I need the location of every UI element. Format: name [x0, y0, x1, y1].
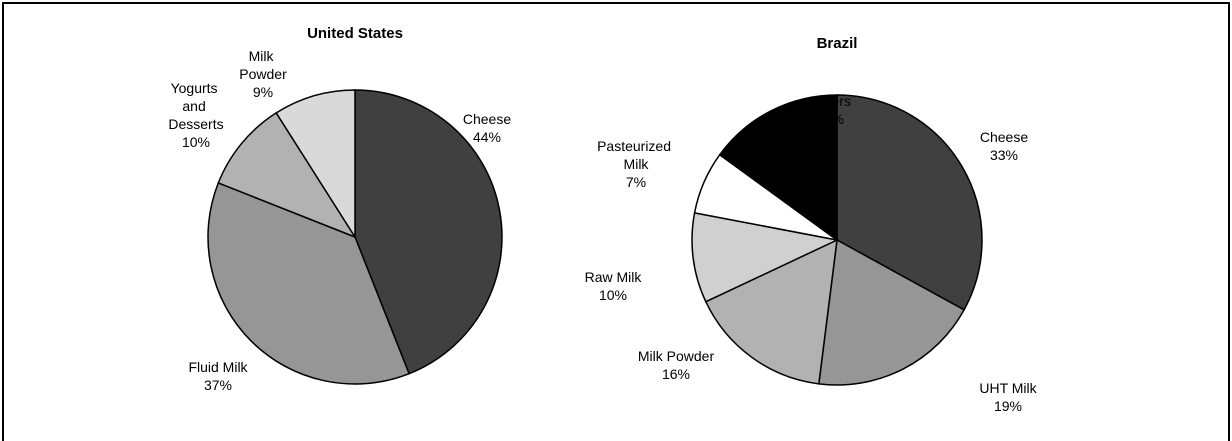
label-line: Yogurts [171, 80, 222, 96]
slice-label: Fluid Milk [188, 359, 248, 375]
slice-label: Milk Powder [239, 48, 287, 82]
pie-slice [207, 181, 411, 385]
value-label: 10% [182, 134, 210, 150]
pie-slice [817, 238, 966, 386]
slice-label: Cheese [463, 111, 511, 127]
value-label: 16% [662, 366, 690, 382]
pie-slice [275, 89, 356, 240]
value-label: 9% [253, 84, 273, 100]
label-line: Raw Milk [585, 269, 643, 285]
pie-slice [691, 211, 840, 303]
pie-slice [354, 89, 503, 375]
pie-slice [836, 94, 983, 311]
slice-label: Milk Powder [638, 348, 715, 364]
label-line: UHT Milk [979, 380, 1037, 396]
value-label: 7% [626, 174, 646, 190]
slice-label: UHT Milk [979, 380, 1037, 396]
label-line: Milk [624, 156, 650, 172]
value-label: 10% [599, 287, 627, 303]
label-line: Cheese [980, 129, 1028, 145]
value-label: 44% [473, 129, 501, 145]
value-label: 19% [994, 398, 1022, 414]
label-line: Desserts [168, 116, 223, 132]
label-line: Others [809, 93, 851, 109]
slice-label: Cheese [980, 129, 1028, 145]
label-line: Fluid Milk [188, 359, 248, 375]
pie-slice [217, 111, 357, 239]
label-line: Milk Powder [638, 348, 715, 364]
value-label: 33% [990, 147, 1018, 163]
label-line: Cheese [463, 111, 511, 127]
pie-slice [704, 238, 838, 385]
value-label: 15% [816, 111, 844, 127]
slice-label: Others [809, 93, 851, 109]
pie-slice [718, 94, 838, 242]
slice-label: Yogurts and Desserts [168, 80, 223, 132]
label-line: Powder [239, 66, 287, 82]
chart-title: Brazil [817, 35, 858, 52]
value-label: 37% [204, 377, 232, 393]
label-line: Milk [249, 48, 278, 64]
label-line: and [182, 98, 209, 114]
chart-title: United States [307, 25, 403, 42]
slice-label: Raw Milk [585, 269, 643, 285]
label-line: Pasteurized [597, 138, 675, 154]
slice-label: Pasteurized Milk [597, 138, 675, 172]
